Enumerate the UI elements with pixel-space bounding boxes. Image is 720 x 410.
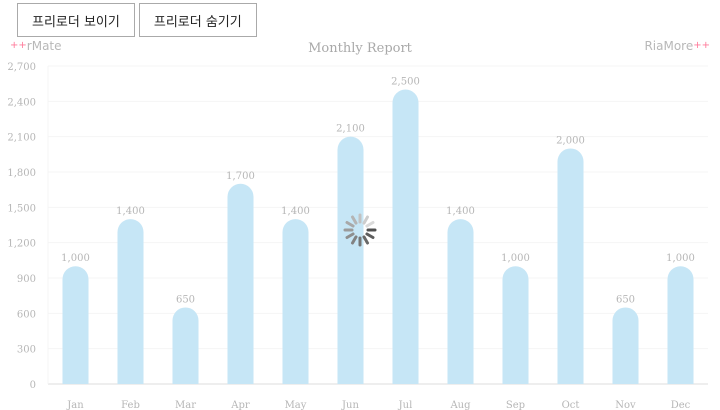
- spinner-segment: [362, 235, 369, 245]
- x-tick-label: Jan: [66, 400, 84, 410]
- logo-plus-mark-4: +: [701, 40, 710, 51]
- y-tick-label: 2,400: [7, 97, 36, 108]
- x-tick-label: Sep: [506, 400, 525, 410]
- bar-sep: [502, 266, 529, 384]
- bar-layer: [62, 89, 694, 385]
- x-tick-label: Oct: [562, 400, 580, 410]
- chart-title: Monthly Report: [308, 41, 413, 56]
- logo-plus-mark-2: +: [18, 40, 27, 51]
- y-tick-label: 1,800: [7, 168, 36, 179]
- data-label: 650: [176, 294, 195, 305]
- spinner-segment: [351, 215, 358, 225]
- y-tick-label: 900: [17, 274, 36, 285]
- spinner-segment: [365, 232, 375, 239]
- spinner-segment: [345, 221, 355, 228]
- x-tick-label: Jun: [341, 400, 359, 410]
- logo-plus-mark: +: [10, 40, 19, 51]
- y-tick-label: 2,700: [7, 62, 36, 73]
- y-tick-label: 2,100: [7, 133, 36, 144]
- data-label: 2,500: [391, 77, 420, 88]
- loading-spinner-icon: [343, 213, 377, 247]
- x-tick-label: Mar: [175, 400, 196, 410]
- bar-jun: [337, 136, 364, 384]
- bar-dec: [667, 266, 694, 384]
- spinner-segment: [365, 221, 375, 228]
- x-tick-label: May: [285, 400, 307, 410]
- riamore-logo-text: RiaMore: [644, 39, 694, 53]
- x-tick-label: Dec: [671, 400, 691, 410]
- bar-nov: [612, 307, 639, 384]
- logo-plus-mark-3: +: [693, 40, 702, 51]
- bar-mar: [172, 307, 199, 384]
- data-label: 2,100: [336, 124, 365, 135]
- data-label: 1,700: [226, 171, 255, 182]
- x-tick-label: Aug: [449, 400, 471, 410]
- data-label: 1,400: [446, 206, 475, 217]
- bar-jul: [392, 89, 419, 385]
- data-label: 1,400: [116, 206, 145, 217]
- rmate-logo-text: rMate: [26, 39, 62, 53]
- y-tick-label: 300: [17, 345, 36, 356]
- data-label: 1,400: [281, 206, 310, 217]
- y-tick-label: 1,500: [7, 203, 36, 214]
- x-tick-label: Apr: [230, 400, 250, 410]
- x-tick-label: Nov: [615, 400, 636, 410]
- bar-oct: [557, 148, 584, 384]
- grid-layer: [47, 65, 708, 385]
- data-label: 650: [616, 294, 635, 305]
- rmate-logo: ++rMate: [10, 39, 62, 53]
- data-label: 1,000: [501, 253, 530, 264]
- bar-aug: [447, 219, 474, 384]
- bar-jan: [62, 266, 89, 384]
- y-tick-label: 600: [17, 309, 36, 320]
- y-tick-label: 1,200: [7, 239, 36, 250]
- spinner-segment: [351, 235, 358, 245]
- data-label: 1,000: [61, 253, 90, 264]
- data-label: 1,000: [666, 253, 695, 264]
- toolbar: 프리로더 보이기 프리로더 숨기기: [17, 3, 257, 37]
- show-preloader-button[interactable]: 프리로더 보이기: [17, 3, 135, 37]
- riamore-logo: RiaMore++: [644, 39, 710, 53]
- spinner-segment: [345, 232, 355, 239]
- bar-apr: [227, 183, 254, 384]
- x-tick-label: Feb: [121, 400, 140, 410]
- x-tick-label: Jul: [398, 400, 413, 410]
- label-layer: 0 300 600 900 1,200 1,500 1,800 2,100 2,400 2,700…: [7, 62, 694, 410]
- y-tick-label: 0: [30, 380, 36, 391]
- bar-feb: [117, 219, 144, 384]
- hide-preloader-button[interactable]: 프리로더 숨기기: [138, 3, 257, 37]
- bar-may: [282, 219, 309, 384]
- spinner-segment: [362, 215, 369, 225]
- data-label: 2,000: [556, 135, 585, 146]
